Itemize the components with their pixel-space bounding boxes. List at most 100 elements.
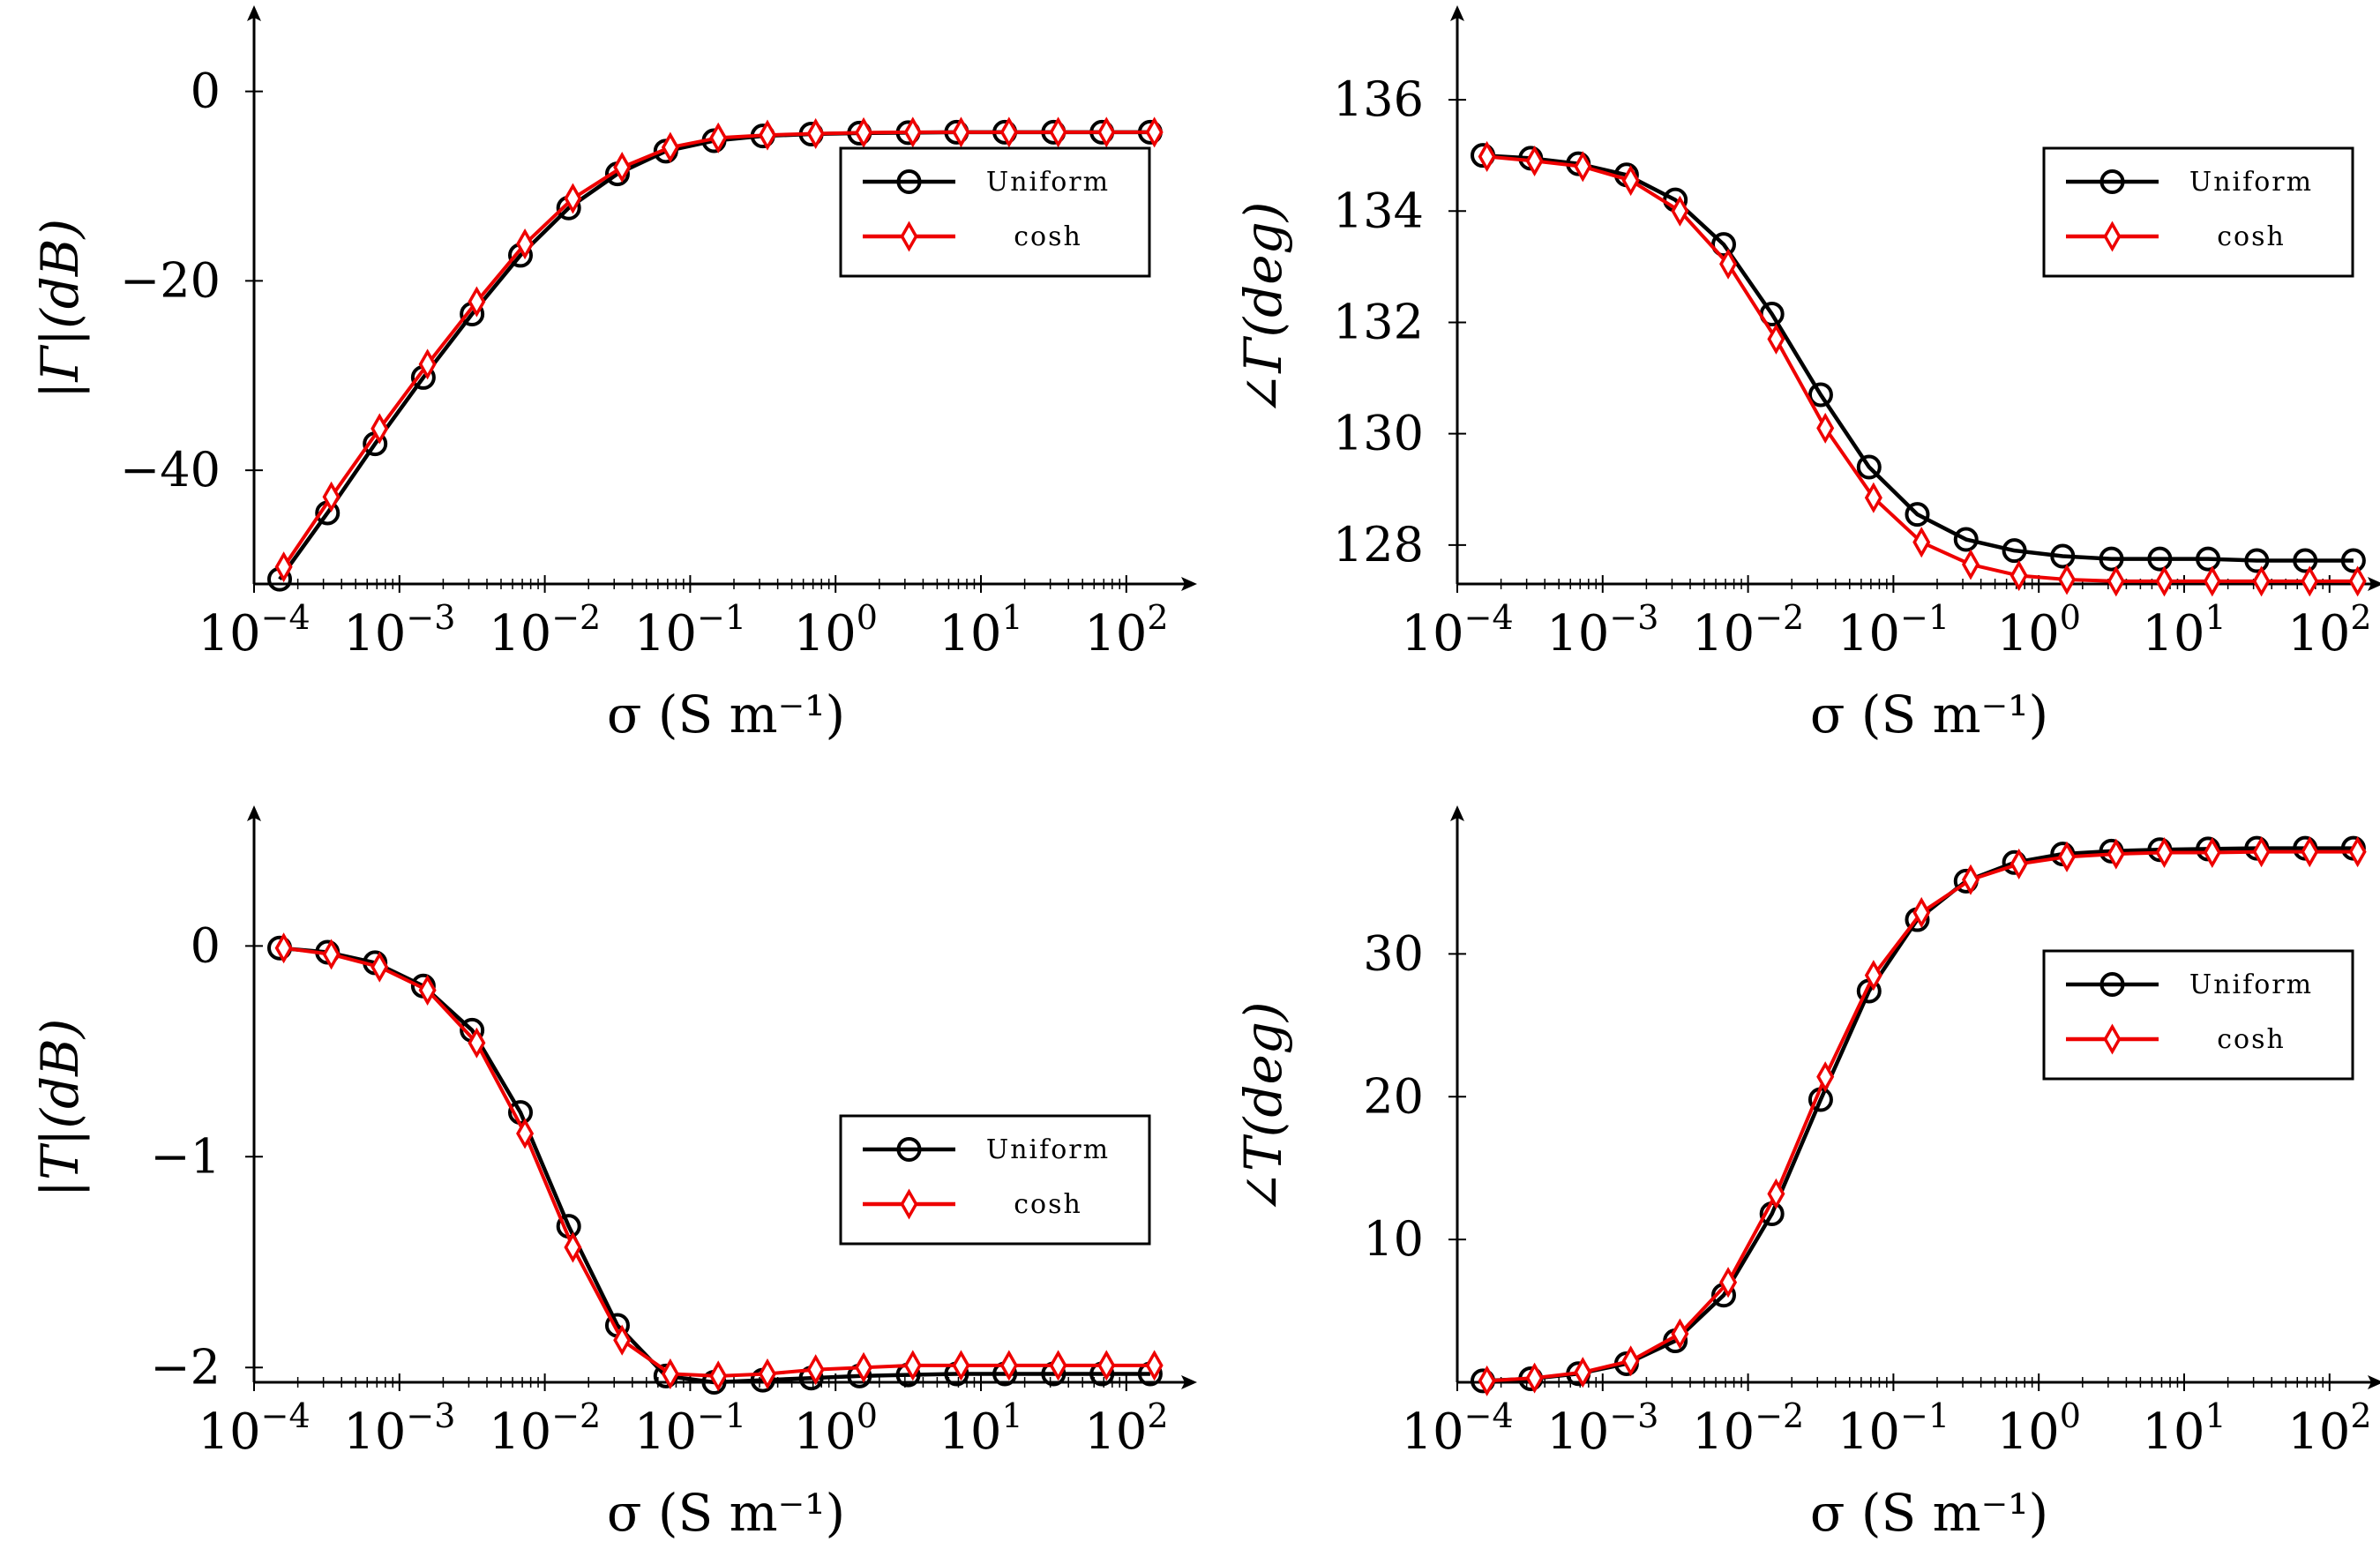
y-axis-label: ∠Γ(deg) bbox=[1233, 202, 1293, 416]
data-point-cosh bbox=[1049, 116, 1067, 148]
legend-marker-circle bbox=[896, 169, 922, 194]
legend-label-cosh: cosh bbox=[1014, 1189, 1082, 1220]
data-point-uniform bbox=[1856, 454, 1882, 480]
data-point-cosh bbox=[1816, 412, 1835, 444]
y-tick-label: 0 bbox=[191, 917, 221, 973]
y-tick-label: 134 bbox=[1333, 183, 1424, 238]
data-point-cosh bbox=[564, 1231, 582, 1263]
y-tick-label: 128 bbox=[1333, 517, 1424, 572]
data-point-cosh bbox=[322, 481, 341, 513]
x-tick-label: 10−3 bbox=[343, 1396, 455, 1461]
data-point-cosh bbox=[564, 183, 582, 214]
data-point-cosh bbox=[2010, 848, 2028, 879]
x-tick-label: 102 bbox=[2287, 1396, 2371, 1461]
y-tick-label: 30 bbox=[1363, 925, 1424, 981]
data-point-cosh bbox=[322, 939, 341, 970]
y-tick-label: −40 bbox=[120, 442, 221, 498]
data-point-cosh bbox=[516, 1118, 535, 1149]
data-point-cosh bbox=[2107, 565, 2125, 597]
x-axis-label: σ (S m⁻¹) bbox=[1810, 1483, 2048, 1543]
legend: Uniform cosh bbox=[2042, 949, 2354, 1081]
data-point-cosh bbox=[999, 116, 1018, 148]
data-point-uniform bbox=[2147, 546, 2173, 572]
data-point-cosh bbox=[418, 348, 437, 380]
y-tick-label: 20 bbox=[1363, 1068, 1424, 1124]
data-point-cosh bbox=[1719, 248, 1738, 280]
data-point-uniform bbox=[2099, 546, 2124, 572]
data-point-cosh bbox=[2058, 564, 2077, 595]
data-point-uniform bbox=[2340, 548, 2366, 573]
data-point-cosh bbox=[2010, 560, 2028, 592]
data-point-cosh bbox=[855, 1351, 873, 1383]
y-tick-label: 130 bbox=[1333, 406, 1424, 461]
y-tick-label: −20 bbox=[120, 252, 221, 308]
chart-panel-top-right: 10−4 10−3 10−2 10−1 100 101 102136134132130128… bbox=[1233, 5, 2380, 745]
data-point-cosh bbox=[1097, 1350, 1116, 1381]
data-point-cosh bbox=[758, 119, 777, 151]
legend-box bbox=[2042, 146, 2354, 278]
x-axis-arrowhead bbox=[2368, 1375, 2380, 1389]
data-point-cosh bbox=[1145, 1350, 1164, 1381]
legend-marker-circle bbox=[896, 1137, 922, 1162]
data-point-uniform bbox=[2196, 546, 2221, 572]
data-point-cosh bbox=[468, 1027, 486, 1059]
data-point-uniform bbox=[2050, 543, 2076, 569]
data-point-cosh bbox=[1767, 1178, 1785, 1209]
data-point-cosh bbox=[1525, 1362, 1544, 1394]
data-point-cosh bbox=[2058, 841, 2077, 872]
legend-marker-diamond bbox=[900, 221, 918, 252]
data-point-uniform bbox=[2002, 538, 2027, 564]
data-point-cosh bbox=[855, 116, 873, 148]
data-point-cosh bbox=[758, 1358, 777, 1389]
legend-label-cosh: cosh bbox=[2217, 1024, 2286, 1055]
legend-label-uniform: Uniform bbox=[2189, 167, 2313, 198]
x-axis-arrowhead bbox=[2368, 577, 2380, 591]
x-tick-label: 10−1 bbox=[1837, 1396, 1950, 1461]
data-point-cosh bbox=[1478, 1365, 1496, 1396]
data-point-cosh bbox=[661, 131, 679, 163]
legend: Uniform cosh bbox=[839, 1114, 1151, 1246]
data-point-cosh bbox=[370, 951, 389, 983]
data-point-cosh bbox=[1912, 896, 1931, 928]
data-point-cosh bbox=[1478, 140, 1496, 172]
y-axis-arrowhead bbox=[247, 805, 261, 821]
legend-box bbox=[839, 1114, 1151, 1246]
data-point-cosh bbox=[1767, 323, 1785, 355]
data-point-cosh bbox=[709, 1360, 728, 1392]
legend-label-uniform: Uniform bbox=[986, 1134, 1110, 1165]
y-tick-label: −2 bbox=[150, 1339, 221, 1395]
y-tick-label: −1 bbox=[150, 1128, 221, 1184]
legend-marker-diamond bbox=[2103, 1023, 2122, 1055]
legend-box bbox=[839, 146, 1151, 278]
data-point-cosh bbox=[1097, 116, 1116, 148]
data-point-cosh bbox=[2252, 565, 2271, 597]
data-point-cosh bbox=[1719, 1267, 1738, 1298]
y-tick-label: 10 bbox=[1363, 1211, 1424, 1267]
data-point-cosh bbox=[468, 286, 486, 318]
data-point-uniform bbox=[1710, 232, 1736, 258]
legend-label-uniform: Uniform bbox=[986, 167, 1110, 198]
y-axis-label: ∠T(deg) bbox=[1233, 1001, 1293, 1214]
y-axis-arrowhead bbox=[1450, 805, 1464, 821]
y-tick-label: 136 bbox=[1333, 71, 1424, 127]
x-axis-arrowhead bbox=[1181, 577, 1197, 591]
data-point-cosh bbox=[2107, 838, 2125, 870]
legend-label-uniform: Uniform bbox=[2189, 969, 2313, 1000]
data-point-cosh bbox=[1671, 195, 1689, 227]
legend-marker-diamond bbox=[2103, 221, 2122, 252]
data-point-uniform bbox=[2293, 548, 2318, 573]
data-point-cosh bbox=[2301, 565, 2319, 597]
data-point-cosh bbox=[1525, 145, 1544, 177]
data-point-cosh bbox=[1574, 1357, 1592, 1388]
legend: Uniform cosh bbox=[2042, 146, 2354, 278]
data-point-cosh bbox=[1912, 527, 1931, 558]
data-point-cosh bbox=[1049, 1350, 1067, 1381]
x-axis-arrowhead bbox=[1181, 1375, 1197, 1389]
data-point-cosh bbox=[2252, 836, 2271, 868]
data-point-cosh bbox=[613, 152, 632, 183]
data-point-cosh bbox=[274, 932, 293, 964]
y-tick-label: 132 bbox=[1333, 294, 1424, 349]
data-point-cosh bbox=[274, 551, 293, 583]
data-point-cosh bbox=[2348, 836, 2367, 868]
